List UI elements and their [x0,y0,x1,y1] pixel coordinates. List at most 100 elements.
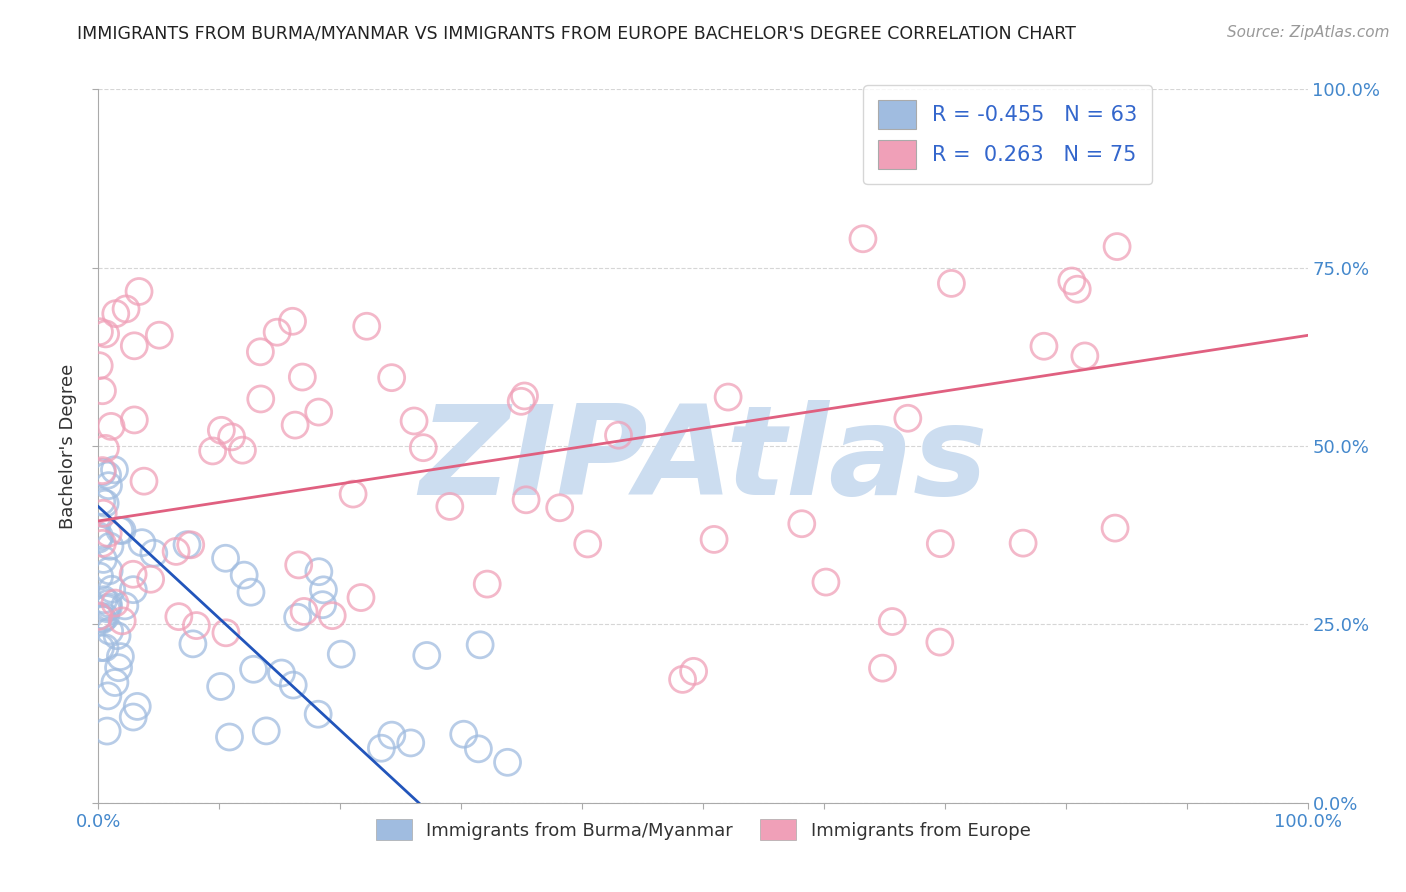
Point [321,608,343,623]
Point [91,506,114,520]
Point [790,516,813,531]
Point [221,430,243,444]
Point [249,392,271,406]
Point [128,285,150,299]
Point [287,558,309,572]
Point [91,612,114,626]
Point [104,675,127,690]
Point [671,673,693,687]
Point [266,325,288,339]
Point [249,344,271,359]
Point [89,325,111,339]
Point [307,707,329,722]
Point [467,741,489,756]
Point [104,596,127,610]
Point [111,524,134,538]
Point [281,314,304,328]
Point [139,572,162,586]
Point [703,533,725,547]
Point [91,536,114,550]
Point [576,537,599,551]
Point [97,478,120,492]
Point [218,730,240,744]
Point [100,419,122,434]
Point [370,741,392,756]
Point [132,474,155,488]
Point [548,500,571,515]
Point [124,339,146,353]
Point [98,564,121,578]
Point [94,610,117,624]
Point [100,582,122,597]
Point [103,463,125,477]
Point [97,596,120,610]
Point [181,637,204,651]
Point [110,649,132,664]
Point [242,662,264,676]
Point [107,661,129,675]
Point [513,389,536,403]
Point [381,370,404,384]
Point [312,582,335,597]
Point [254,723,277,738]
Point [165,544,187,558]
Point [176,538,198,552]
Point [1104,521,1126,535]
Legend: Immigrants from Burma/Myanmar, Immigrants from Europe: Immigrants from Burma/Myanmar, Immigrant… [368,812,1038,847]
Point [89,640,111,655]
Point [180,538,202,552]
Point [439,500,461,514]
Point [89,569,111,583]
Point [94,496,117,510]
Point [897,411,920,425]
Point [308,405,330,419]
Point [97,599,120,614]
Point [201,444,224,458]
Point [93,592,115,607]
Point [89,359,111,373]
Text: Source: ZipAtlas.com: Source: ZipAtlas.com [1226,25,1389,40]
Point [131,535,153,549]
Point [928,635,950,649]
Point [1033,339,1056,353]
Point [98,624,121,638]
Point [209,423,232,437]
Point [412,441,434,455]
Text: IMMIGRANTS FROM BURMA/MYANMAR VS IMMIGRANTS FROM EUROPE BACHELOR'S DEGREE CORREL: IMMIGRANTS FROM BURMA/MYANMAR VS IMMIGRA… [77,25,1076,43]
Point [270,666,292,681]
Point [122,710,145,724]
Point [122,567,145,582]
Point [1074,349,1097,363]
Point [510,394,533,409]
Point [515,492,537,507]
Point [381,728,404,742]
Point [215,625,238,640]
Point [356,319,378,334]
Point [240,585,263,599]
Point [124,413,146,427]
Point [127,699,149,714]
Point [453,727,475,741]
Point [89,608,111,623]
Point [311,598,333,612]
Point [87,532,110,546]
Point [1012,536,1035,550]
Point [91,466,114,480]
Point [87,609,110,624]
Point [209,680,232,694]
Point [93,552,115,566]
Point [105,629,128,643]
Point [1107,239,1129,253]
Point [94,326,117,341]
Point [90,494,112,508]
Point [284,418,307,433]
Point [350,591,373,605]
Point [291,370,314,384]
Point [477,577,499,591]
Point [233,568,256,582]
Point [94,442,117,456]
Point [214,551,236,566]
Point [186,618,208,632]
Point [717,390,740,404]
Point [148,328,170,343]
